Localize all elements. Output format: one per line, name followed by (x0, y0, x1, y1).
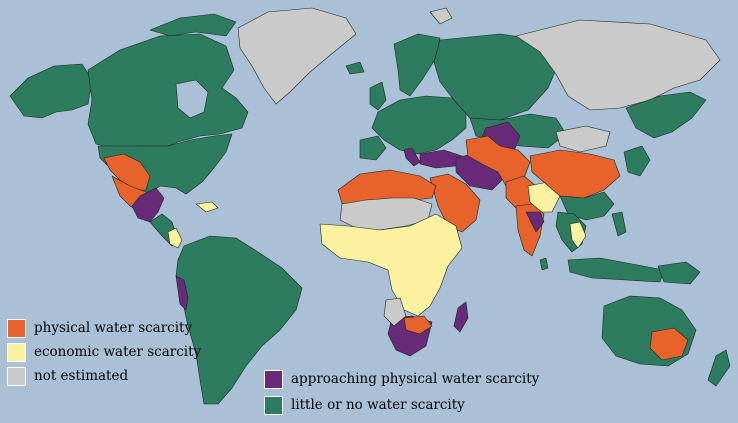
region-south-africa-physical (403, 315, 433, 335)
region-arabia (429, 173, 481, 233)
region-hudson-bay (175, 79, 209, 119)
legend-label-little: little or no water scarcity (291, 397, 465, 413)
region-italy-approaching (403, 147, 421, 167)
legend-item-approaching-physical-water-scarcity: approaching physical water scarcity (264, 366, 539, 392)
region-canada-islands (149, 13, 237, 37)
legend-label-economic: economic water scarcity (34, 344, 202, 360)
region-mongolia (555, 125, 611, 153)
region-scandinavia (393, 33, 441, 97)
region-caribbean (195, 201, 219, 213)
legend-item-little-or-no-water-scarcity: little or no water scarcity (264, 392, 539, 418)
region-usa-southwest (103, 153, 151, 191)
legend-label-not-estimated: not estimated (34, 368, 129, 384)
legend-swatch-not-estimated (7, 366, 26, 386)
region-greenland (237, 7, 357, 105)
legend-label-approaching: approaching physical water scarcity (291, 371, 540, 387)
region-china (529, 149, 621, 199)
region-indonesia (567, 257, 665, 283)
region-svalbard (429, 7, 453, 25)
legend-item-physical-water-scarcity: physical water scarcity (7, 316, 201, 340)
region-philippines (611, 211, 627, 237)
region-korea-japan (623, 145, 651, 177)
region-alaska (9, 63, 93, 119)
legend-swatch-little (264, 395, 283, 415)
legend-left: physical water scarcity economic water s… (7, 316, 201, 388)
region-canada (87, 33, 249, 149)
region-siberia (515, 19, 721, 111)
region-sri-lanka (539, 257, 549, 271)
region-central-america-economic (167, 227, 183, 249)
legend-label-physical: physical water scarcity (34, 320, 193, 336)
legend-swatch-approaching (264, 369, 283, 389)
legend-right: approaching physical water scarcity litt… (264, 366, 539, 418)
region-mexico-approaching (131, 187, 165, 223)
region-new-guinea (657, 261, 701, 285)
region-peru-coast (175, 275, 189, 311)
region-iberia (359, 135, 387, 161)
region-india-approaching (525, 211, 545, 233)
region-madagascar (453, 301, 469, 333)
region-iceland (345, 61, 365, 75)
legend-item-economic-water-scarcity: economic water scarcity (7, 340, 201, 364)
region-sub-saharan (319, 213, 463, 317)
legend-item-not-estimated: not estimated (7, 364, 201, 388)
region-australia-physical (649, 327, 689, 361)
region-russia-east (625, 91, 707, 139)
region-europe (371, 95, 467, 155)
region-indochina-economic (569, 221, 587, 249)
region-new-zealand (707, 349, 731, 387)
legend-swatch-physical (7, 318, 26, 338)
region-uk (369, 81, 387, 111)
region-namibia (383, 297, 407, 327)
legend-swatch-economic (7, 342, 26, 362)
